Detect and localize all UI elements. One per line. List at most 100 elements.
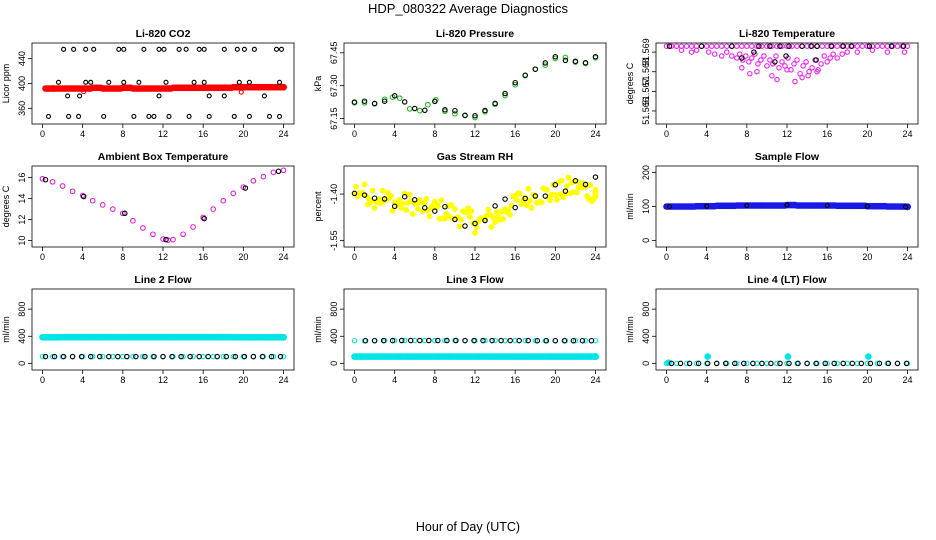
gas-stream-rh-title: Gas Stream RH xyxy=(437,151,513,163)
ambient-box-temperature-point xyxy=(39,175,46,182)
li-820-temperature-title: Li-820 Temperature xyxy=(739,28,835,40)
li-820-temperature-point xyxy=(805,72,811,79)
li-820-temperature-point xyxy=(803,59,809,65)
li-820-temperature-point xyxy=(774,43,780,49)
li-820-temperature-point xyxy=(821,53,827,59)
ambient-box-temperature-x-tick-label: 24 xyxy=(279,252,289,262)
li-820-pressure-point xyxy=(552,53,559,60)
line-2-flow-title: Line 2 Flow xyxy=(134,274,192,286)
gas-stream-rh-point xyxy=(406,191,413,198)
line-2-flow-x-axis: 0 4 8 12 16 20 24 xyxy=(40,370,289,385)
li-820-pressure-point xyxy=(424,101,431,108)
line-3-flow-point xyxy=(462,337,468,344)
li-820-temperature-point xyxy=(755,61,761,67)
li-820-temperature-point xyxy=(834,43,840,49)
line-2-flow-x-tick-label: 20 xyxy=(238,375,248,385)
li-820-temperature-point xyxy=(901,49,908,55)
line-3-flow-point xyxy=(570,337,577,344)
gas-stream-rh-x-tick-label: 8 xyxy=(432,252,437,262)
li-820-temperature-point xyxy=(729,43,735,49)
li-820-co2-point xyxy=(278,46,285,52)
gas-stream-rh-x-tick-label: 12 xyxy=(470,252,480,262)
li-820-temperature-point xyxy=(830,51,836,57)
li-820-co2-point xyxy=(251,46,257,52)
li-820-pressure-x-tick-label: 8 xyxy=(432,129,437,139)
ambient-box-temperature-y-tick-label: 10 xyxy=(17,236,27,246)
line-2-flow-point xyxy=(42,353,49,360)
panel-li-820-co2: Li-820 CO2 Licor ppm 0 4 8 12 16 20 24 360 400 440 xyxy=(1,28,295,139)
gas-stream-rh-point xyxy=(574,189,580,196)
li-820-co2-point xyxy=(201,79,207,85)
li-820-pressure-point xyxy=(351,99,358,105)
line-3-flow-point xyxy=(351,337,358,344)
li-820-co2-x-tick-label: 24 xyxy=(279,129,289,139)
li-820-pressure-point xyxy=(391,93,398,99)
li-820-pressure-point xyxy=(452,110,458,117)
li-820-pressure-point xyxy=(416,107,423,114)
li-820-co2-x-tick-label: 12 xyxy=(158,129,168,139)
li-820-temperature-point xyxy=(746,59,752,65)
line-2-flow-point xyxy=(169,353,175,360)
li-820-temperature-point xyxy=(800,63,806,69)
li-820-co2-point xyxy=(61,46,67,52)
gas-stream-rh-point xyxy=(438,197,445,204)
gas-stream-rh-point xyxy=(525,185,532,192)
sample-flow-point xyxy=(784,202,790,208)
li-820-pressure-point xyxy=(406,105,413,112)
gas-stream-rh-x-tick-label: 0 xyxy=(352,252,357,262)
li-820-co2-data xyxy=(42,46,287,119)
line-3-flow-point xyxy=(507,337,513,344)
gas-stream-rh-point xyxy=(522,195,528,202)
line-3-flow-point xyxy=(435,337,441,344)
line-4-lt-flow-point xyxy=(804,360,810,367)
gas-stream-rh-point xyxy=(442,203,448,210)
line-4-lt-flow-point xyxy=(822,360,828,367)
li-820-co2-point xyxy=(236,79,242,85)
gas-stream-rh-series-overlay xyxy=(351,174,599,229)
ambient-box-temperature-y-tick-label: 16 xyxy=(17,173,27,183)
li-820-temperature-point xyxy=(779,43,785,49)
ambient-box-temperature-x-tick-label: 4 xyxy=(80,252,85,262)
gas-stream-rh-series-average xyxy=(351,174,599,236)
gas-stream-rh-y-tick-label: -1.40 xyxy=(329,184,339,205)
li-820-temperature-plot-frame xyxy=(655,42,919,125)
gas-stream-rh-point xyxy=(554,196,560,203)
li-820-temperature-point xyxy=(874,43,881,49)
li-820-temperature-point xyxy=(751,49,757,55)
li-820-co2-x-axis: 0 4 8 12 16 20 24 xyxy=(40,124,289,139)
li-820-temperature-point xyxy=(834,55,840,61)
li-820-pressure-point xyxy=(502,92,508,99)
gas-stream-rh-point xyxy=(432,208,438,214)
line-2-flow-point xyxy=(280,333,287,341)
ambient-box-temperature-data xyxy=(39,167,287,243)
line-3-flow-series-lower xyxy=(351,353,599,360)
gas-stream-rh-point xyxy=(396,196,403,203)
gas-stream-rh-point xyxy=(507,211,513,218)
li-820-pressure-point xyxy=(472,112,478,119)
li-820-temperature-point xyxy=(789,43,795,49)
line-3-flow-point xyxy=(592,353,599,360)
gas-stream-rh-point xyxy=(431,198,438,205)
li-820-temperature-point xyxy=(668,43,675,49)
line-3-flow-point xyxy=(492,337,498,344)
li-820-temperature-point xyxy=(786,43,792,49)
line-2-flow-point xyxy=(230,353,237,360)
li-820-pressure-point xyxy=(442,107,448,113)
line-3-flow-point xyxy=(534,337,541,344)
li-820-temperature-point xyxy=(819,43,825,49)
li-820-temperature-point xyxy=(683,43,690,49)
li-820-temperature-point xyxy=(767,57,773,63)
line-3-flow-y-tick-label: 400 xyxy=(329,329,339,344)
li-820-co2-point xyxy=(91,46,97,52)
line-4-lt-flow-y-tick-label: 800 xyxy=(641,302,651,317)
li-820-temperature-point xyxy=(713,43,720,49)
li-820-pressure-point xyxy=(452,107,458,114)
ambient-box-temperature-x-tick-label: 0 xyxy=(40,252,45,262)
li-820-temperature-point xyxy=(698,43,705,49)
line-2-flow-point xyxy=(196,353,202,360)
gas-stream-rh-x-axis: 0 4 8 12 16 20 24 xyxy=(352,247,601,262)
line-3-flow-data xyxy=(351,337,599,360)
ambient-box-temperature-series-overlay xyxy=(42,168,282,243)
gas-stream-rh-x-tick-label: 16 xyxy=(510,252,520,262)
li-820-temperature-point xyxy=(708,43,715,49)
